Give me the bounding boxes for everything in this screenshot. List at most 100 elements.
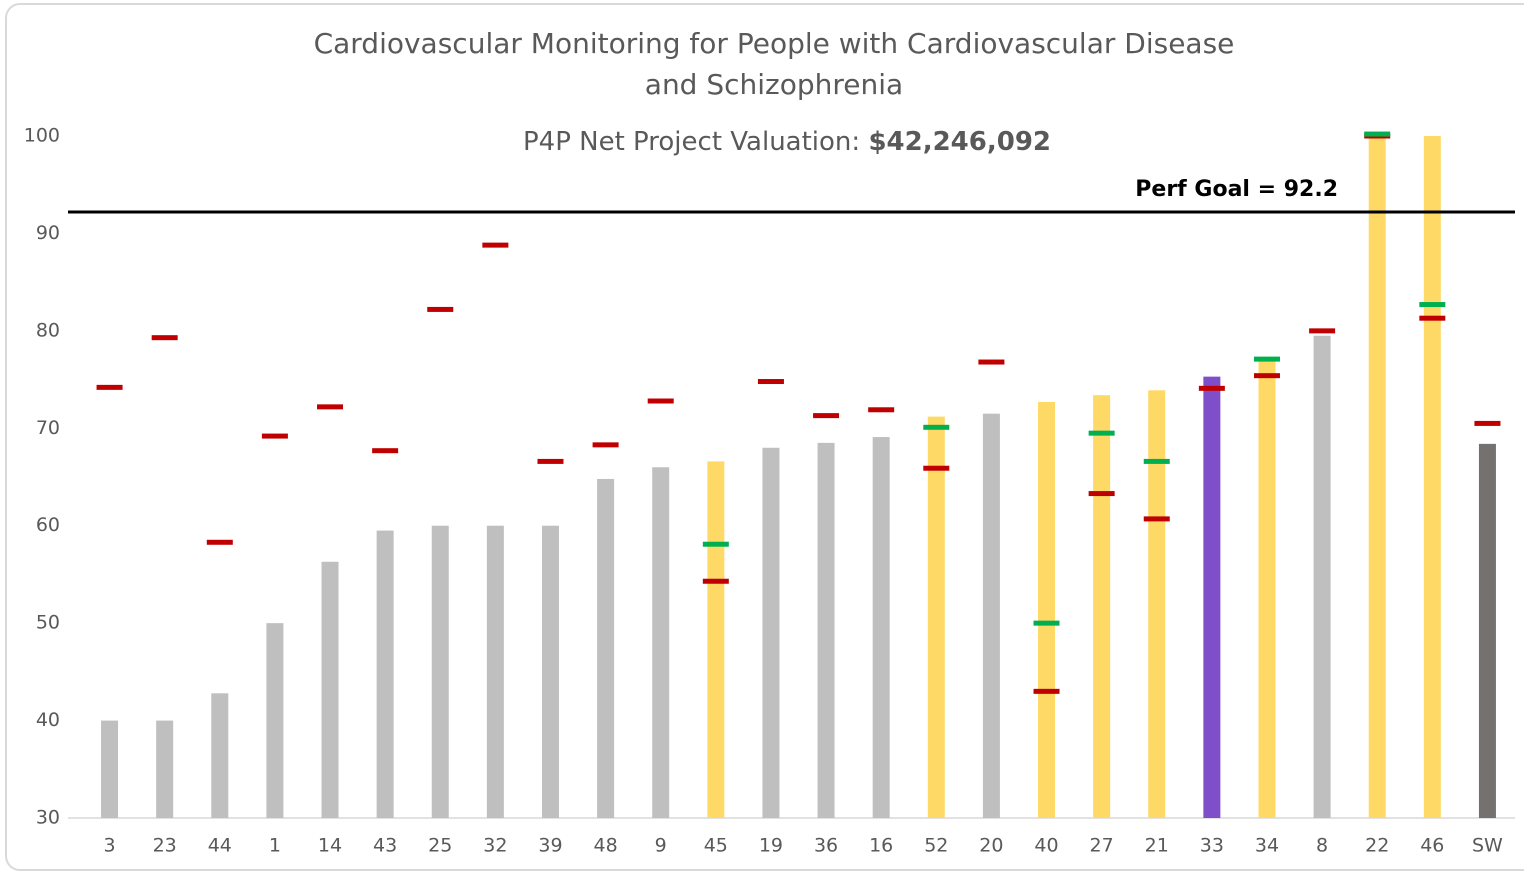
x-tick-label: 32 — [483, 835, 507, 857]
marker — [1309, 328, 1336, 334]
marker — [1198, 385, 1225, 391]
bar — [1423, 136, 1441, 818]
x-tick-label: 45 — [704, 835, 728, 857]
marker — [923, 465, 950, 471]
marker — [702, 541, 729, 547]
x-tick-label: 25 — [428, 835, 452, 857]
marker — [1033, 688, 1060, 694]
bar — [431, 525, 449, 818]
x-tick-label: 1 — [269, 835, 281, 857]
y-tick-label: 30 — [36, 807, 60, 829]
x-tick-label: 52 — [924, 835, 948, 857]
marker — [1419, 315, 1446, 321]
bar — [156, 720, 174, 818]
marker — [1033, 620, 1060, 626]
x-tick-label: 3 — [104, 835, 116, 857]
marker — [1143, 516, 1170, 522]
x-tick-label: 9 — [655, 835, 667, 857]
marker — [1253, 356, 1280, 362]
bar — [597, 478, 615, 818]
marker — [482, 242, 509, 248]
x-tick-label: 33 — [1200, 835, 1224, 857]
x-tick-label: 46 — [1420, 835, 1444, 857]
y-tick-label: 80 — [36, 319, 60, 341]
chart-title: Cardiovascular Monitoring for People wit… — [314, 27, 1235, 60]
x-tick-label: 43 — [373, 835, 397, 857]
x-tick-label: 8 — [1316, 835, 1328, 857]
marker — [923, 424, 950, 430]
marker — [757, 379, 784, 385]
bar — [707, 461, 725, 818]
bar — [927, 416, 945, 818]
y-tick-label: 60 — [36, 514, 60, 536]
bar — [1148, 390, 1166, 818]
x-tick-label: 14 — [318, 835, 342, 857]
x-tick-label: 21 — [1145, 835, 1169, 857]
marker — [1364, 131, 1391, 137]
x-tick-label: 19 — [759, 835, 783, 857]
x-tick-label: 44 — [208, 835, 232, 857]
subtitle: P4P Net Project Valuation: $42,246,092 — [523, 127, 1051, 157]
bar — [1203, 376, 1221, 818]
bar — [1038, 401, 1056, 818]
bar — [1478, 443, 1496, 818]
bar — [486, 525, 504, 818]
bar — [101, 720, 119, 818]
marker — [1088, 430, 1115, 436]
x-tick-label: 34 — [1255, 835, 1279, 857]
y-tick-label: 70 — [36, 417, 60, 439]
bar — [321, 561, 339, 818]
marker — [1474, 420, 1501, 426]
bar — [211, 693, 229, 818]
x-tick-label: 36 — [814, 835, 838, 857]
x-tick-label: 16 — [869, 835, 893, 857]
marker — [1088, 491, 1115, 497]
bar — [1368, 136, 1386, 818]
x-tick-label: 23 — [153, 835, 177, 857]
x-tick-label: 27 — [1090, 835, 1114, 857]
chart-title: and Schizophrenia — [645, 68, 903, 101]
marker — [96, 384, 123, 390]
marker — [813, 413, 840, 419]
marker — [427, 306, 454, 312]
bar — [1258, 360, 1276, 818]
marker — [317, 404, 344, 410]
marker — [978, 359, 1005, 365]
valuation: $42,246,092 — [868, 127, 1051, 157]
marker — [592, 442, 619, 448]
bar — [266, 623, 284, 818]
marker — [372, 448, 399, 454]
bar — [376, 530, 394, 818]
x-tick-label: 39 — [538, 835, 562, 857]
marker — [261, 433, 288, 439]
marker — [537, 458, 564, 464]
goal-label: Perf Goal = 92.2 — [1135, 177, 1338, 202]
marker — [1419, 302, 1446, 308]
bar — [982, 413, 1000, 818]
y-tick-label: 40 — [36, 709, 60, 731]
marker — [702, 578, 729, 584]
bar — [762, 447, 780, 818]
bar — [652, 467, 670, 818]
bar — [872, 437, 890, 818]
x-tick-label: 20 — [979, 835, 1003, 857]
y-tick-label: 100 — [24, 125, 60, 147]
x-tick-label: 22 — [1365, 835, 1389, 857]
y-tick-label: 50 — [36, 612, 60, 634]
marker — [1253, 373, 1280, 379]
marker — [647, 398, 674, 404]
marker — [1143, 458, 1170, 464]
marker — [206, 539, 233, 545]
bar — [1093, 395, 1111, 818]
subtitle-label: P4P Net Project Valuation: — [523, 127, 860, 157]
bar — [541, 525, 559, 818]
x-tick-label: SW — [1472, 835, 1503, 857]
marker — [151, 335, 178, 341]
y-tick-label: 90 — [36, 222, 60, 244]
bar — [817, 442, 835, 818]
bar — [1313, 335, 1331, 818]
marker — [868, 407, 895, 413]
x-tick-label: 40 — [1034, 835, 1058, 857]
x-tick-label: 48 — [594, 835, 618, 857]
